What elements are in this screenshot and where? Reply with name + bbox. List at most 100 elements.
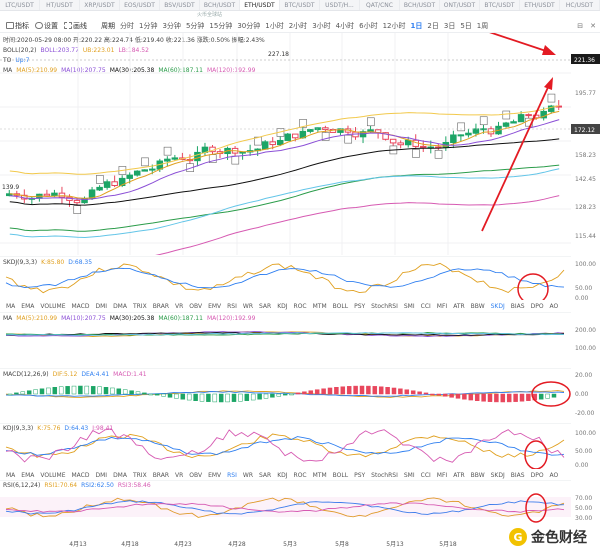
interval-option[interactable]: 3小时 [312, 21, 331, 30]
indicator-tab[interactable]: SAR [259, 302, 272, 310]
indicator-tab[interactable]: ROC [293, 302, 307, 310]
indicator-tab[interactable]: VOLUME [40, 471, 66, 479]
indicator-tab[interactable]: BIAS [510, 302, 525, 310]
pair-tab[interactable]: ONT/USDT [440, 0, 480, 10]
indicator-tab[interactable]: DMA [113, 302, 127, 310]
indicator-tab[interactable]: CCI [420, 302, 431, 310]
interval-option[interactable]: 1分钟 [139, 21, 158, 30]
indicator-tab[interactable]: SKDJ [490, 471, 505, 479]
macd-bar [359, 385, 365, 395]
indicator-tab[interactable]: VR [175, 471, 184, 479]
interval-option[interactable]: 30分钟 [237, 21, 261, 30]
indicator-tab[interactable]: MFI [436, 471, 448, 479]
pair-tab[interactable]: ETH/USDT [240, 0, 280, 10]
settings-button[interactable]: 设置 [35, 21, 58, 31]
indicator-tab[interactable]: EMA [21, 471, 35, 479]
interval-option[interactable]: 6小时 [359, 21, 378, 30]
indicator-tab[interactable]: ATR [453, 302, 465, 310]
indicator-tab[interactable]: DMA [113, 471, 127, 479]
indicator-tab[interactable]: SMI [403, 471, 415, 479]
indicator-tab[interactable]: MA [6, 302, 16, 310]
pair-tab[interactable]: BTC/USDT [280, 0, 320, 10]
indicator-tab[interactable]: RSI [227, 302, 237, 310]
candlestick-chart[interactable]: 221.36 195.77 172.12 158.23 142.45 128.23 115.… [0, 33, 600, 255]
indicator-tab[interactable]: BIAS [510, 471, 525, 479]
interval-option[interactable]: 5分钟 [185, 21, 205, 30]
indicator-tab[interactable]: OBV [189, 302, 203, 310]
interval-option[interactable]: 1日 [410, 21, 423, 30]
draw-line-button[interactable]: 画线 [64, 21, 87, 31]
pair-tab[interactable]: QAT/CNC [360, 0, 400, 10]
interval-option[interactable]: 分时 [120, 21, 134, 30]
interval-option[interactable]: 2小时 [288, 21, 308, 30]
indicator-tab[interactable]: DPO [530, 302, 544, 310]
interval-option[interactable]: 1小时 [265, 21, 284, 30]
indicator-tab[interactable]: TRIX [132, 471, 147, 479]
indicator-tab[interactable]: PSY [354, 471, 366, 479]
pair-tab[interactable]: HC/USDT [560, 0, 600, 10]
indicator-tab[interactable]: AO [549, 471, 559, 479]
indicator-tab[interactable]: MTM [312, 471, 327, 479]
candle [43, 193, 51, 197]
pair-tab[interactable]: BCH/USDT [200, 0, 240, 10]
indicator-tab[interactable]: MTM [312, 302, 327, 310]
indicator-tab[interactable]: SKDJ [490, 302, 505, 310]
indicator-tab[interactable]: EMV [208, 302, 222, 310]
indicator-tab[interactable]: OBV [189, 471, 203, 479]
indicator-tab[interactable]: DMI [95, 471, 108, 479]
indicator-tab[interactable]: PSY [354, 302, 366, 310]
indicator-tab[interactable]: BOLL [332, 471, 349, 479]
pair-tab[interactable]: USDT/H... [320, 0, 360, 10]
indicator-tab[interactable]: SMI [403, 302, 415, 310]
pair-tab[interactable]: ETH/USDT [520, 0, 560, 10]
indicator-tab[interactable]: KDJ [277, 471, 288, 479]
indicator-tab[interactable]: StochRSI [371, 302, 398, 310]
indicator-tab[interactable]: ATR [453, 471, 465, 479]
indicator-tab[interactable]: BRAR [152, 471, 170, 479]
indicator-tab[interactable]: BBW [470, 302, 485, 310]
indicator-tab[interactable]: AO [549, 302, 559, 310]
interval-option[interactable]: 12小时 [382, 21, 406, 30]
pair-tab[interactable]: LTC/USDT [0, 0, 40, 10]
pair-tab[interactable]: EOS/USDT [120, 0, 160, 10]
indicator-tab[interactable]: SAR [259, 471, 272, 479]
indicator-tab[interactable]: StochRSI [371, 471, 398, 479]
interval-option[interactable]: 3分钟 [162, 21, 181, 30]
interval-option[interactable]: 15分钟 [209, 21, 233, 30]
indicator-tab[interactable]: MA [6, 471, 16, 479]
indicator-tab[interactable]: KDJ [277, 302, 288, 310]
indicator-tab[interactable]: VOLUME [40, 302, 66, 310]
interval-option[interactable]: 4小时 [335, 21, 355, 30]
indicator-tab[interactable]: RSI [227, 471, 237, 479]
interval-option[interactable]: 5日 [460, 21, 472, 30]
close-icon[interactable]: ✕ [590, 21, 596, 30]
macd-bar [519, 393, 525, 402]
indicator-tab[interactable]: DPO [530, 471, 544, 479]
indicator-tab[interactable]: WR [242, 471, 253, 479]
pair-tab[interactable]: XRP/USDT [80, 0, 120, 10]
minimize-icon[interactable]: ⊟ [577, 21, 584, 30]
indicator-tab[interactable]: WR [242, 302, 253, 310]
indicator-button[interactable]: 指标 [6, 21, 29, 31]
indicator-tab[interactable]: DMI [95, 302, 108, 310]
pair-tab[interactable]: BSV/USDT [160, 0, 200, 10]
indicator-tab[interactable]: EMV [208, 471, 222, 479]
indicator-tab[interactable]: VR [175, 302, 184, 310]
indicator-tab[interactable]: CCI [420, 471, 431, 479]
macd-bar [340, 386, 346, 395]
pair-tab[interactable]: BTC/USDT [480, 0, 520, 10]
indicator-tab[interactable]: BOLL [332, 302, 349, 310]
indicator-tab[interactable]: BBW [470, 471, 485, 479]
pair-tab[interactable]: HT/USDT [40, 0, 80, 10]
indicator-tab[interactable]: ROC [293, 471, 307, 479]
indicator-tab[interactable]: MACD [71, 302, 90, 310]
pair-tab[interactable]: BCH/USDT [400, 0, 440, 10]
interval-option[interactable]: 2日 [427, 21, 439, 30]
indicator-tab[interactable]: BRAR [152, 302, 170, 310]
indicator-tab[interactable]: TRIX [132, 302, 147, 310]
interval-option[interactable]: 1周 [476, 21, 489, 30]
indicator-tab[interactable]: MACD [71, 471, 90, 479]
indicator-tab[interactable]: EMA [21, 302, 35, 310]
interval-option[interactable]: 3日 [443, 21, 456, 30]
indicator-tab[interactable]: MFI [436, 302, 448, 310]
